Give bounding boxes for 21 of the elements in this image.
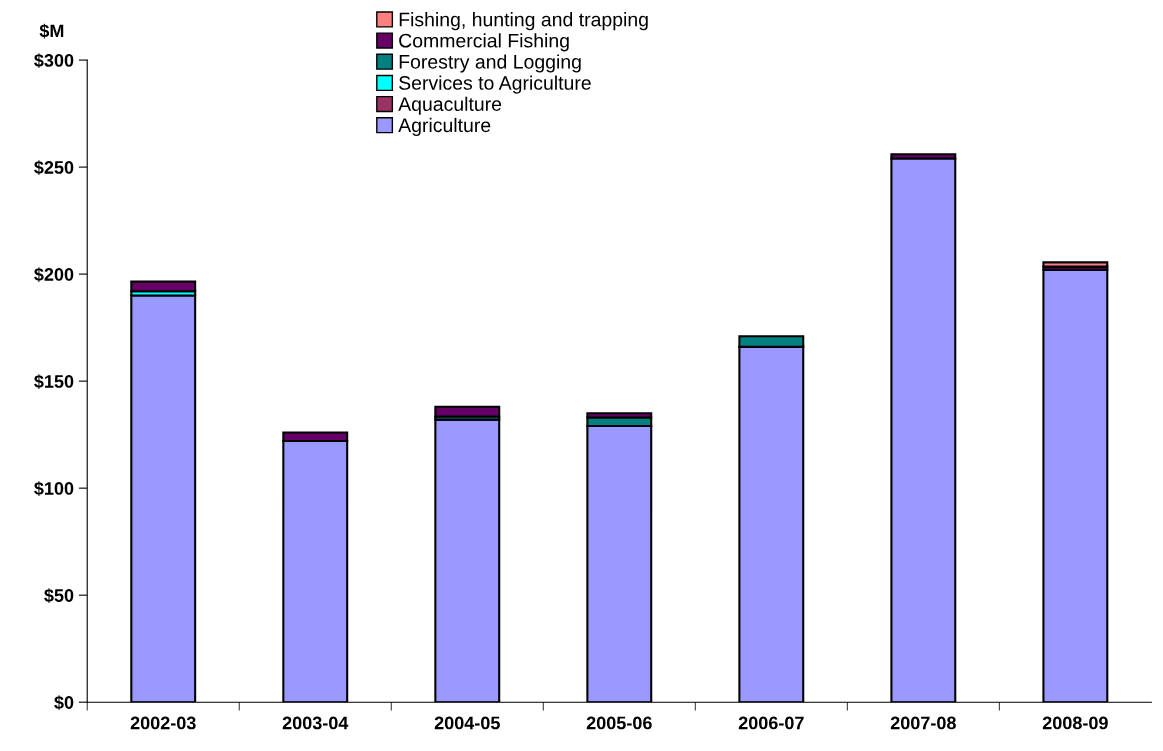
legend-label: Services to Agriculture	[399, 75, 591, 94]
legend-label: Aquaculture	[398, 96, 502, 115]
y-tick-label: $150	[34, 374, 74, 390]
y-tick-label: $100	[34, 481, 74, 497]
x-tick-label: 2002-03	[130, 716, 196, 730]
x-tick-label: 2007-08	[890, 716, 956, 730]
x-tick-label: 2006-07	[738, 716, 804, 730]
x-tick-label: 2005-06	[586, 716, 652, 730]
legend-label: Commercial Fishing	[399, 33, 569, 52]
y-axis-title: $M	[39, 23, 64, 39]
y-tick-label: $300	[34, 53, 74, 68]
y-tick-label: $0	[54, 695, 74, 711]
y-tick-label: $50	[44, 588, 74, 604]
x-tick-label: 2004-05	[434, 716, 500, 730]
y-tick-label: $200	[34, 267, 74, 282]
y-tick-label: $250	[34, 160, 74, 175]
x-tick-label: 2003-04	[282, 716, 349, 730]
legend-label: Agriculture	[398, 117, 491, 136]
legend-label: Fishing, hunting and trapping	[399, 12, 648, 31]
legend-label: Forestry and Logging	[399, 54, 581, 73]
x-tick-label: 2008-09	[1042, 716, 1108, 730]
